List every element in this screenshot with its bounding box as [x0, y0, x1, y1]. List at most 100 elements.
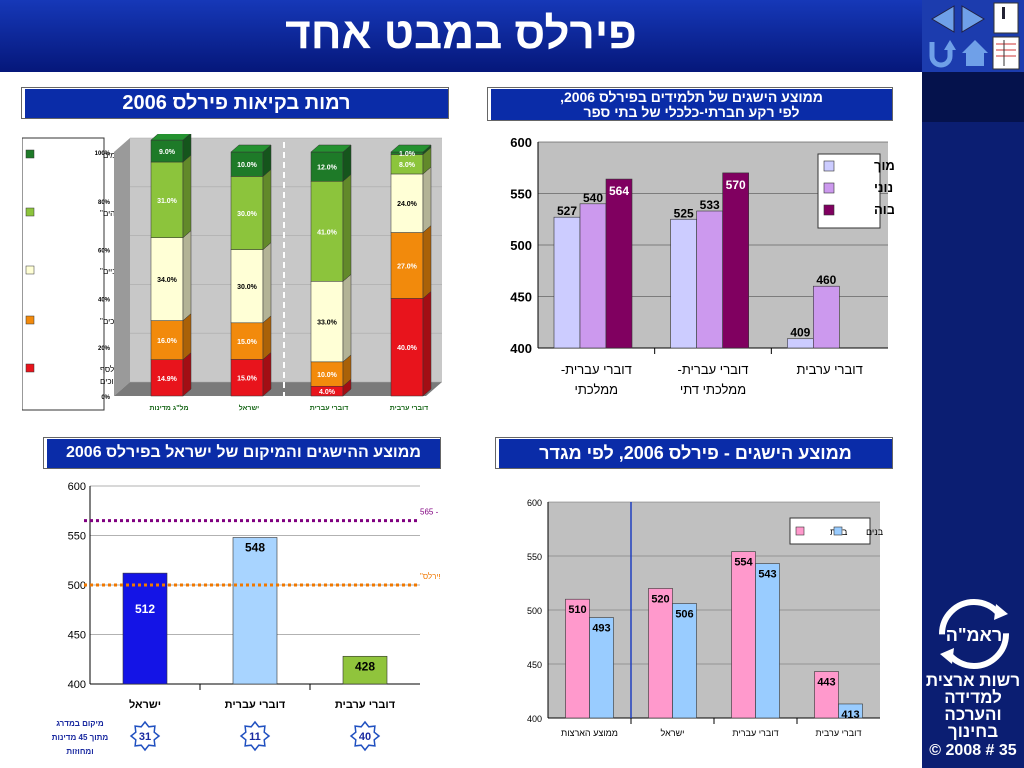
rank-badge — [239, 720, 271, 752]
return-icon[interactable] — [926, 38, 956, 68]
x-tick-label: דוברי ערבית — [797, 362, 863, 377]
data-label: 34.0% — [157, 277, 178, 284]
stack-top — [150, 134, 191, 141]
stack-side — [182, 352, 192, 397]
y-tick-label: 500 — [68, 580, 86, 592]
y-tick-label: 0% — [101, 395, 110, 401]
stack-side — [182, 154, 192, 239]
stack-segment — [230, 176, 264, 250]
top-left-title: רמות בקיאות פירלס 2006 — [22, 88, 448, 118]
x-tick-label: ממלכתי — [575, 382, 619, 397]
data-label: 14.9% — [157, 376, 178, 383]
legend-label: נמוך — [874, 158, 894, 173]
top-right-title-line2: לפי רקע חברתי-כלכלי של בתי ספר — [583, 104, 800, 120]
data-label: 15.0% — [237, 376, 258, 383]
data-label: 554 — [734, 557, 753, 569]
y-tick-label: 400 — [527, 714, 542, 724]
x-tick-label: ישראל — [661, 728, 685, 738]
stack-side — [262, 351, 272, 397]
legend-label: הנמוכים — [100, 377, 127, 386]
data-label: 10.0% — [237, 162, 258, 169]
legend-swatch — [823, 160, 835, 172]
data-label: 24.0% — [397, 201, 418, 208]
y-tick-label: 550 — [510, 187, 532, 202]
data-label: 548 — [245, 540, 265, 554]
data-label: 40.0% — [397, 345, 418, 352]
legend-swatch — [25, 363, 35, 373]
x-tick-label: דוברי עברית — [225, 699, 286, 711]
stack-segment — [310, 151, 344, 182]
next-slide-icon[interactable] — [958, 4, 988, 34]
data-label: 8.0% — [399, 162, 416, 169]
israel-chart: 400 450 500 550 600 512 ישראל 31 548 דוברי עברית 1… — [52, 481, 440, 756]
home-icon[interactable] — [960, 38, 990, 68]
stack-segment — [150, 161, 184, 238]
rank-number: 31 — [139, 731, 151, 743]
data-label: 506 — [675, 609, 693, 621]
y-tick-label: 60% — [98, 249, 111, 255]
stack-side — [262, 242, 272, 324]
y-tick-label: 450 — [68, 630, 86, 642]
data-label: 27.0% — [397, 263, 418, 270]
stack-segment — [390, 173, 424, 233]
table-of-contents-icon[interactable] — [992, 36, 1020, 70]
stack-segment — [230, 322, 264, 360]
data-label: 493 — [592, 623, 610, 635]
logo-abbr: ראמ"ה — [946, 625, 1002, 645]
top-right-title: ממוצע הישגים של תלמידים בפירלס 2006, לפי… — [488, 88, 892, 120]
stack-segment — [310, 181, 344, 282]
rank-number: 40 — [359, 731, 371, 743]
data-label: 443 — [817, 677, 835, 689]
y-tick-label: 550 — [527, 552, 542, 562]
document-icon[interactable] — [992, 2, 1020, 34]
rank-caption: מתוך 45 מדינות — [52, 733, 109, 742]
y-tick-label: 450 — [527, 660, 542, 670]
bar — [122, 572, 168, 685]
stack-segment — [230, 249, 264, 324]
data-label: 570 — [726, 178, 746, 192]
stack-top — [310, 144, 352, 153]
legend-swatch — [25, 265, 35, 275]
legend-label: בנים — [866, 527, 884, 537]
stack-segment — [390, 232, 424, 299]
page-title: פירלס במבט אחד — [285, 9, 637, 58]
reference-label: ממוצע המדינה המובילה – הפדרציה הרוסית - … — [420, 508, 440, 517]
stack-segment — [230, 151, 264, 177]
ses-chart: 400 450 500 550 600 527 540 564 דוברי עברית- ממלכ… — [510, 135, 894, 397]
x-tick-label: דוברי עברית — [732, 728, 778, 738]
x-tick-label: מל"ג מדינות — [149, 404, 188, 412]
stack-top — [230, 144, 272, 153]
bar — [605, 178, 633, 349]
y-tick-label: 40% — [98, 297, 111, 303]
previous-slide-icon[interactable] — [928, 4, 958, 34]
legend-swatch — [823, 182, 835, 194]
legend-swatch — [25, 149, 35, 159]
bar — [342, 655, 388, 685]
data-label: 527 — [557, 204, 577, 218]
stack-top — [390, 144, 432, 153]
proficiency-chart: "מתקדמים""גבוהים""בינוניים""נמוכים"מתחת … — [22, 134, 442, 412]
stack-segment — [310, 281, 344, 363]
gender-chart: 400 450 500 550 600 510 493 ממוצע הארצות 520 506 י… — [527, 498, 884, 738]
data-label: 30.0% — [237, 211, 258, 218]
x-tick-label: ישראל — [129, 698, 161, 711]
x-tick-label: דוברי עברית — [310, 405, 349, 412]
legend-swatch — [823, 204, 835, 216]
data-label: 543 — [758, 569, 776, 581]
title-bar — [0, 0, 922, 72]
x-tick-label: ישראל — [239, 404, 259, 412]
org-line-4: בחינוך — [947, 722, 999, 741]
data-label: 4.0% — [319, 389, 336, 396]
nav-panel — [922, 0, 1024, 72]
slide-number: © 2008 # 35 — [929, 742, 1017, 759]
bar — [722, 172, 749, 349]
bar — [232, 537, 278, 685]
x-tick-label: ממלכתי דתי — [680, 382, 746, 397]
data-label: 10.0% — [317, 372, 338, 379]
stack-side — [182, 313, 192, 361]
bottom-right-title: ממוצע הישגים - פירלס 2006, לפי מגדר — [496, 438, 892, 468]
floor — [114, 382, 442, 396]
data-label: 12.0% — [317, 165, 338, 172]
x-tick-label: דוברי ערבית — [816, 728, 862, 738]
legend-swatch — [833, 526, 843, 536]
